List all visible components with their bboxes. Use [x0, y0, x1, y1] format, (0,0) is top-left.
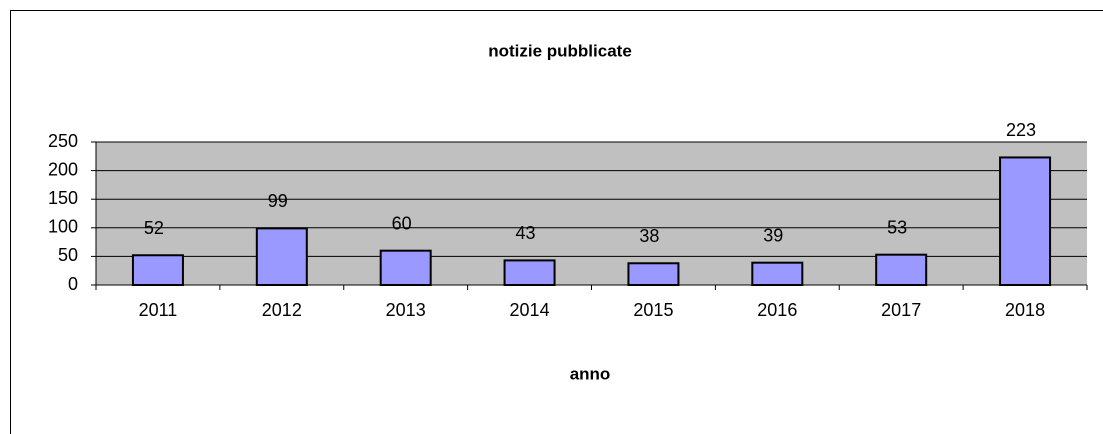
- x-tick-label: 2018: [1005, 300, 1045, 320]
- y-tick-label: 150: [48, 188, 78, 208]
- plot-area: [96, 142, 1087, 285]
- bar: [999, 156, 1052, 286]
- y-tick-label: 250: [48, 131, 78, 151]
- x-tick-label: 2015: [633, 300, 673, 320]
- bar: [751, 261, 804, 286]
- x-tick-label: 2013: [386, 300, 426, 320]
- bar: [503, 259, 556, 286]
- y-tick-label: 200: [48, 159, 78, 179]
- data-label: 38: [639, 226, 659, 246]
- data-label: 53: [887, 217, 907, 237]
- bar: [131, 254, 184, 286]
- bar: [875, 253, 928, 287]
- y-tick-label: 50: [58, 245, 78, 265]
- x-tick-label: 2016: [757, 300, 797, 320]
- data-label: 60: [392, 213, 412, 233]
- x-tick-label: 2011: [139, 300, 178, 320]
- bar: [379, 249, 432, 286]
- y-tick-label: 100: [48, 217, 78, 237]
- data-label: 99: [268, 191, 288, 211]
- data-label: 52: [144, 218, 164, 238]
- data-label: 43: [516, 223, 536, 243]
- bar: [255, 227, 308, 286]
- x-axis-label: anno: [570, 364, 611, 383]
- x-tick-label: 2014: [510, 300, 550, 320]
- y-tick-label: 0: [68, 274, 78, 294]
- bar: [627, 262, 680, 287]
- chart-title: notizie pubblicate: [488, 41, 632, 60]
- data-label: 223: [1006, 120, 1036, 140]
- x-tick-label: 2017: [881, 300, 921, 320]
- x-tick-label: 2012: [262, 300, 302, 320]
- data-label: 39: [763, 225, 783, 245]
